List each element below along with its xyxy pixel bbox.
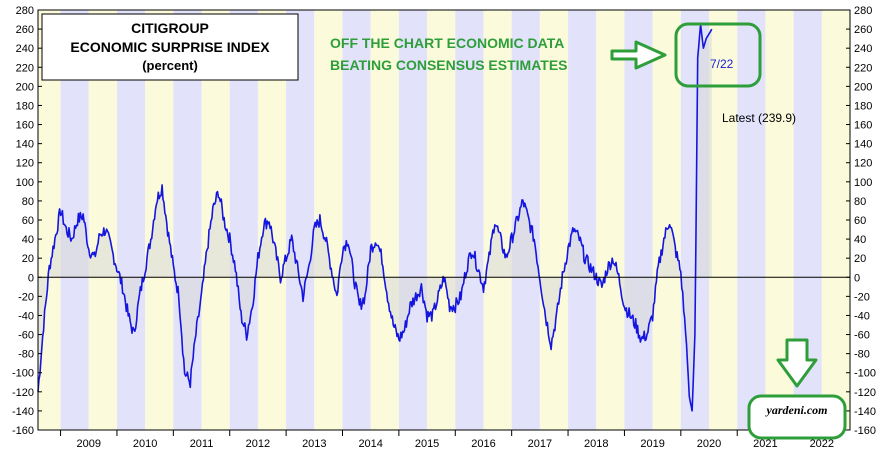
x-tick-label: 2019 (640, 438, 664, 450)
latest-value-label: Latest (239.9) (722, 111, 796, 125)
x-tick-label: 2021 (753, 438, 777, 450)
chart-title-line2: ECONOMIC SURPRISE INDEX (70, 39, 270, 55)
y-tick-label-left: -60 (18, 330, 34, 342)
y-tick-label-left: 120 (16, 158, 34, 170)
x-tick-label: 2016 (471, 438, 495, 450)
y-tick-label-right: 260 (854, 24, 872, 36)
down-arrow-icon (776, 338, 818, 388)
half-year-band (314, 10, 343, 430)
y-tick-label-right: 280 (854, 5, 872, 17)
series-line (37, 23, 713, 412)
x-tick-label: 2017 (528, 438, 552, 450)
y-tick-label-right: 140 (854, 139, 872, 151)
half-year-band (427, 10, 456, 430)
y-tick-label-left: 140 (16, 139, 34, 151)
x-tick-label: 2011 (190, 438, 214, 450)
y-tick-label-left: 0 (28, 272, 34, 284)
y-tick-label-left: -80 (18, 349, 34, 361)
half-year-band (342, 10, 371, 430)
y-tick-label-right: 180 (854, 100, 872, 112)
x-tick-label: 2010 (133, 438, 157, 450)
y-tick-label-left: -20 (18, 291, 34, 303)
y-tick-label-right: 60 (854, 215, 866, 227)
callout-line2: BEATING CONSENSUS ESTIMATES (330, 57, 568, 73)
y-tick-label-left: -140 (12, 406, 34, 418)
x-axis: 2009 2010 2011 2012 2013 2014 2015 2016 2017 2018… (60, 430, 834, 450)
y-tick-label-right: -80 (854, 349, 870, 361)
callout-highlight-box (674, 22, 762, 88)
title-box (41, 13, 299, 81)
source-highlight-box (747, 394, 847, 440)
callout-line1: OFF THE CHART ECONOMIC DATA (330, 35, 564, 51)
x-tick-label: 2013 (302, 438, 326, 450)
y-tick-label-left: 260 (16, 24, 34, 36)
y-tick-label-left: -120 (12, 387, 34, 399)
y-tick-label-left: 60 (22, 215, 34, 227)
y-tick-label-left: 100 (16, 177, 34, 189)
y-tick-label-right: 0 (854, 272, 860, 284)
y-tick-label-right: -160 (854, 425, 876, 437)
half-year-band (821, 10, 850, 430)
y-tick-label-right: 80 (854, 196, 866, 208)
y-tick-label-right: 100 (854, 177, 872, 189)
x-tick-label: 2018 (584, 438, 608, 450)
half-year-band (568, 10, 597, 430)
y-tick-label-right: -40 (854, 310, 870, 322)
x-tick-label: 2009 (77, 438, 101, 450)
half-year-band (370, 10, 399, 430)
y-tick-label-right: 160 (854, 120, 872, 132)
half-year-band (539, 10, 569, 430)
half-year-band (455, 10, 484, 430)
right-axis: -160 -140 -120 -100 -80 -60 -40 -20 0 20 40 60 80 100… (846, 5, 876, 437)
date-label: 7/22 (710, 57, 734, 71)
x-tick-label: 2020 (697, 438, 721, 450)
y-tick-label-left: -40 (18, 310, 34, 322)
y-tick-label-left: 20 (22, 253, 34, 265)
half-year-band (398, 10, 428, 430)
y-tick-label-left: 160 (16, 120, 34, 132)
chart-subtitle: (percent) (142, 58, 198, 73)
y-tick-label-left: 220 (16, 62, 34, 74)
y-tick-label-left: 280 (16, 5, 34, 17)
y-tick-label-right: -20 (854, 291, 870, 303)
y-tick-label-right: 240 (854, 43, 872, 55)
y-tick-label-left: 180 (16, 100, 34, 112)
y-tick-label-left: -160 (12, 425, 34, 437)
y-tick-label-left: 200 (16, 81, 34, 93)
half-year-band (709, 10, 738, 430)
y-tick-label-left: 40 (22, 234, 34, 246)
y-tick-label-right: 200 (854, 81, 872, 93)
y-tick-label-right: -60 (854, 330, 870, 342)
x-tick-label: 2015 (415, 438, 439, 450)
y-tick-label-right: -120 (854, 387, 876, 399)
y-tick-label-left: 240 (16, 43, 34, 55)
half-year-band (483, 10, 512, 430)
half-year-band (624, 10, 653, 430)
y-tick-label-left: -100 (12, 368, 34, 380)
right-arrow-icon (610, 40, 667, 70)
x-tick-label: 2014 (358, 438, 382, 450)
source-logo: yardeni.com (765, 403, 828, 417)
y-tick-label-right: -140 (854, 406, 876, 418)
x-tick-label: 2012 (246, 438, 270, 450)
y-tick-label-right: 120 (854, 158, 872, 170)
y-tick-label-right: 40 (854, 234, 866, 246)
y-tick-label-right: 220 (854, 62, 872, 74)
half-year-band (596, 10, 625, 430)
y-tick-label-right: 20 (854, 253, 866, 265)
x-tick-label: 2022 (810, 438, 834, 450)
y-tick-label-right: -100 (854, 368, 876, 380)
chart-title: CITIGROUP (131, 20, 209, 36)
left-axis: -160 -140 -120 -100 -80 -60 -40 -20 0 20 40 60 80 100… (12, 5, 42, 437)
y-tick-label-left: 80 (22, 196, 34, 208)
half-year-band (737, 10, 766, 430)
